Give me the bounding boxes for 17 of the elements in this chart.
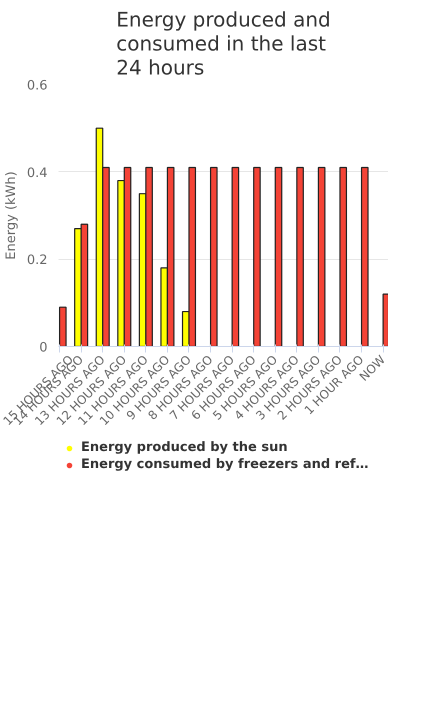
bar [210, 166, 218, 346]
y-tick-label: 0.6 [26, 78, 48, 94]
y-tick-label: 0 [39, 340, 48, 356]
bar [274, 166, 282, 346]
bar [253, 166, 261, 346]
y-tick-label: 0.2 [26, 253, 48, 268]
bar [318, 166, 326, 346]
bar [339, 166, 348, 346]
bar [232, 166, 240, 346]
bar [360, 166, 369, 346]
bar [58, 306, 67, 346]
y-tick-label: 0.4 [26, 166, 48, 181]
y-axis-title: Energy (kWh) [4, 171, 19, 260]
bar [296, 166, 304, 346]
chart-title: Energy produced and consumed in the last 24 hours [116, 8, 331, 80]
legend-label: Energy produced by the sun [81, 440, 288, 455]
legend-label: Energy consumed by freezers and ref… [81, 457, 369, 472]
